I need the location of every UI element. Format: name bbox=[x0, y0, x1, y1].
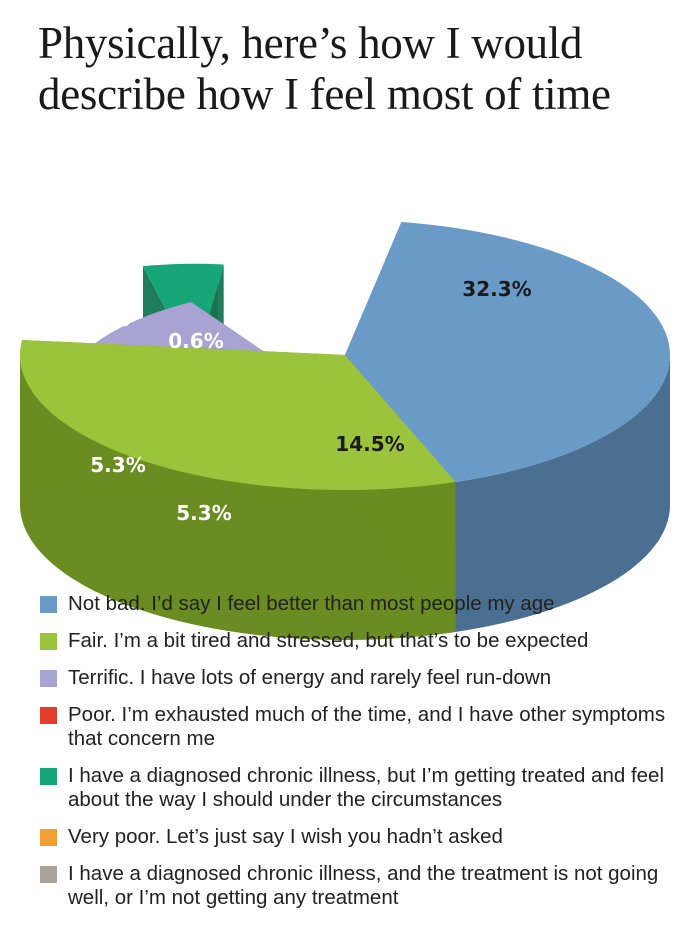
legend-swatch-4 bbox=[40, 768, 57, 785]
pie-label-3: 5.3% bbox=[176, 501, 231, 525]
pie-slice-top-0 bbox=[345, 222, 671, 482]
legend-swatch-2 bbox=[40, 670, 57, 687]
legend-item-1: Fair. I’m a bit tired and stressed, but … bbox=[40, 629, 680, 653]
legend: Not bad. I’d say I feel better than most… bbox=[40, 592, 680, 923]
legend-swatch-5 bbox=[40, 829, 57, 846]
pie-label-6: 0.3% bbox=[74, 307, 129, 331]
pie-label-5: 0.6% bbox=[168, 329, 223, 353]
pie-label-0: 41.7% bbox=[147, 224, 216, 248]
legend-item-5: Very poor. Let’s just say I wish you had… bbox=[40, 825, 680, 849]
pie-label-2: 14.5% bbox=[335, 432, 404, 456]
legend-label-5: Very poor. Let’s just say I wish you had… bbox=[68, 825, 503, 848]
pie-slice-top-1 bbox=[20, 339, 456, 491]
legend-label-0: Not bad. I’d say I feel better than most… bbox=[68, 592, 555, 615]
legend-item-6: I have a diagnosed chronic illness, and … bbox=[40, 862, 680, 910]
legend-item-3: Poor. I’m exhausted much of the time, an… bbox=[40, 703, 680, 751]
legend-label-2: Terrific. I have lots of energy and rare… bbox=[68, 666, 552, 689]
pie-slice-1 bbox=[20, 339, 456, 640]
legend-label-3: Poor. I’m exhausted much of the time, an… bbox=[68, 703, 666, 750]
legend-item-0: Not bad. I’d say I feel better than most… bbox=[40, 592, 680, 616]
legend-swatch-3 bbox=[40, 707, 57, 724]
legend-item-2: Terrific. I have lots of energy and rare… bbox=[40, 666, 680, 690]
legend-swatch-0 bbox=[40, 596, 57, 613]
legend-label-4: I have a diagnosed chronic illness, but … bbox=[68, 764, 665, 811]
legend-swatch-6 bbox=[40, 866, 57, 883]
legend-label-6: I have a diagnosed chronic illness, and … bbox=[68, 862, 659, 909]
chart-title: Physically, here’s how I would describe … bbox=[38, 18, 611, 119]
legend-label-1: Fair. I’m a bit tired and stressed, but … bbox=[68, 629, 589, 652]
pie-slice-side-0 bbox=[455, 355, 670, 632]
legend-item-4: I have a diagnosed chronic illness, but … bbox=[40, 764, 680, 812]
pie-label-1: 32.3% bbox=[462, 277, 531, 301]
legend-swatch-1 bbox=[40, 633, 57, 650]
pie-label-4: 5.3% bbox=[90, 453, 145, 477]
